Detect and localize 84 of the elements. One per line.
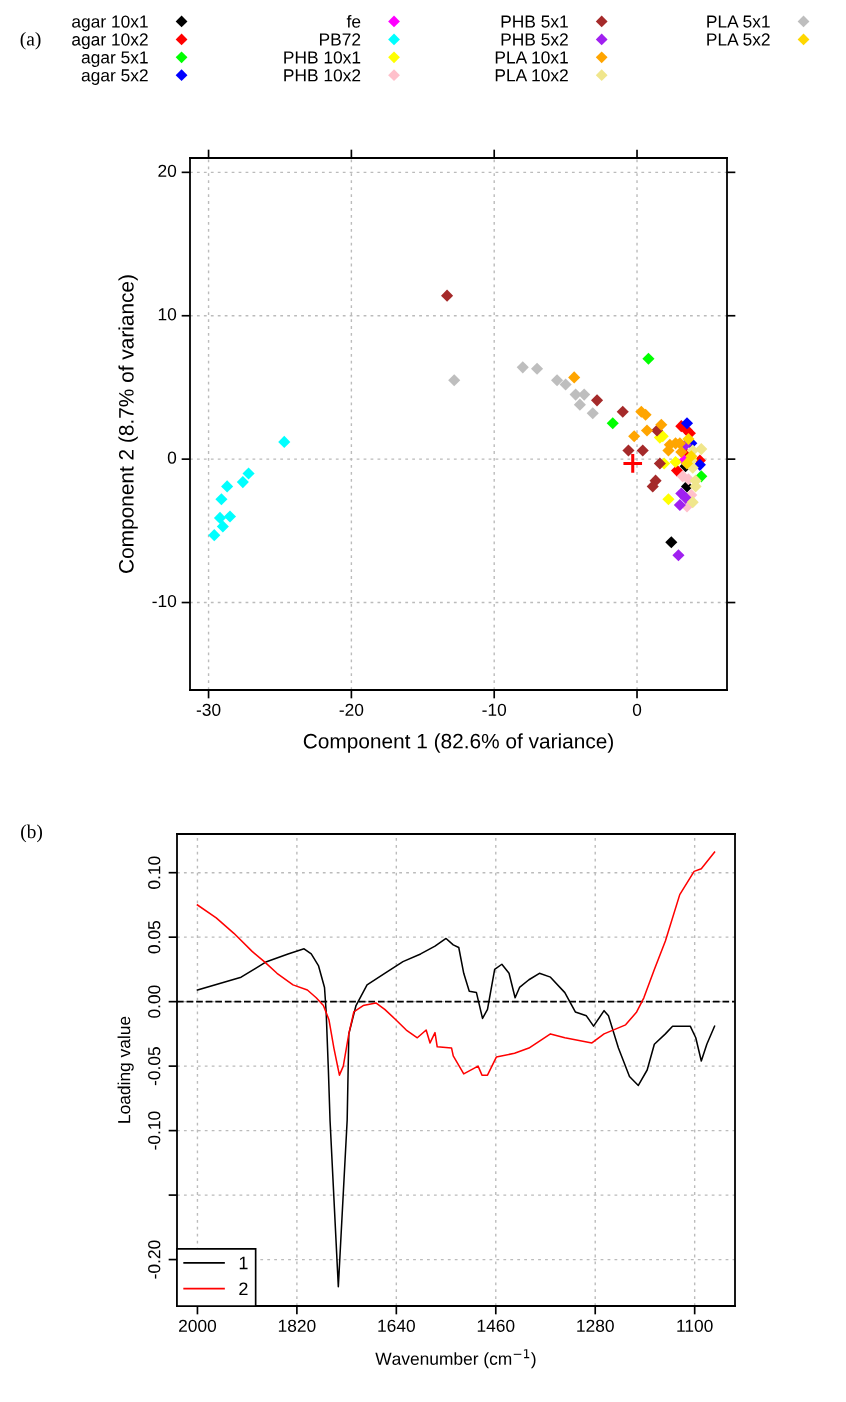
- legend-label: PHB 10x1: [284, 51, 361, 64]
- point: [640, 424, 654, 437]
- point: [586, 407, 599, 420]
- x-tick-label: 1100: [677, 1319, 713, 1332]
- point: [670, 464, 684, 477]
- point: [448, 374, 461, 387]
- y-axis-title: Component 2 (8.7% of variance): [118, 275, 138, 573]
- point: [653, 457, 666, 470]
- legend-label: 1: [239, 1256, 248, 1270]
- point: [516, 361, 529, 374]
- legend-label: agar 10x1: [72, 15, 148, 32]
- y-tick-label: -10: [152, 594, 177, 608]
- legend-label: PLA 5x1: [707, 15, 770, 28]
- point: [441, 289, 454, 302]
- point: [673, 498, 686, 512]
- y-tick-label: -0.05: [148, 1047, 161, 1086]
- legend-label: PB72: [319, 33, 361, 46]
- point: [695, 443, 708, 456]
- y-axis-title: Loading value: [117, 1016, 134, 1123]
- point: [665, 536, 678, 549]
- chart-title: (b): [21, 824, 43, 843]
- y-tick-label: -0.10: [148, 1111, 161, 1150]
- point: [550, 374, 564, 387]
- point: [236, 476, 249, 489]
- point: [682, 433, 695, 446]
- point: [606, 417, 619, 430]
- legend-label: PHB 10x2: [284, 69, 361, 82]
- x-axis-title: Wavenumber (cm$^{−1}$): [375, 1349, 536, 1369]
- point: [590, 394, 604, 407]
- text: (a): [20, 31, 41, 50]
- point: [636, 444, 649, 457]
- point: [655, 418, 668, 431]
- x-tick-label: -30: [196, 703, 221, 716]
- y-tick-label: 10: [158, 308, 177, 321]
- y-tick-label: 20: [158, 164, 177, 177]
- point: [675, 445, 688, 459]
- x-tick-label: -10: [482, 703, 507, 716]
- point: [223, 510, 237, 523]
- point: [662, 493, 675, 506]
- x-tick-label: 1820: [278, 1319, 316, 1332]
- x-axis-title: Component 1 (82.6% of variance): [303, 733, 613, 753]
- point: [208, 529, 221, 542]
- legend-label: PHB 5x2: [501, 33, 568, 46]
- legend-label: PLA 5x2: [707, 33, 770, 46]
- point: [616, 405, 629, 418]
- legend-label: PHB 5x1: [501, 15, 568, 28]
- point: [622, 444, 635, 457]
- legend-label: agar 5x1: [81, 51, 148, 67]
- legend-label: agar 5x2: [81, 69, 148, 85]
- y-tick-label: 0.05: [148, 921, 161, 954]
- point: [628, 430, 641, 443]
- point: [213, 511, 227, 524]
- point: [621, 452, 644, 475]
- x-tick-label: 0: [632, 703, 642, 716]
- legend-label: PLA 10x1: [495, 51, 568, 64]
- x-tick-label: 2000: [179, 1319, 217, 1332]
- x-tick-label: 1280: [577, 1319, 614, 1332]
- legend-label: 2: [239, 1282, 248, 1296]
- y-tick-label: 0: [167, 451, 177, 464]
- point: [215, 493, 228, 506]
- point: [242, 467, 255, 480]
- point: [669, 455, 682, 469]
- point: [686, 496, 699, 509]
- point: [568, 371, 581, 384]
- point: [559, 378, 572, 391]
- point: [531, 362, 544, 375]
- point: [216, 520, 229, 533]
- point: [680, 417, 694, 430]
- legend-label: fe: [346, 14, 361, 28]
- x-tick-label: -20: [339, 703, 364, 716]
- point: [221, 480, 234, 493]
- point: [679, 491, 692, 504]
- point: [642, 352, 655, 365]
- line-series: [196, 851, 716, 1076]
- point: [573, 398, 586, 411]
- y-tick-label: 0.00: [148, 985, 161, 1018]
- legend-label: agar 10x2: [72, 33, 148, 50]
- x-tick-label: 1640: [378, 1319, 415, 1332]
- y-tick-label: -0.20: [148, 1240, 161, 1279]
- point: [672, 549, 685, 562]
- legend-label: PLA 10x2: [495, 69, 568, 82]
- y-tick-label: 0.10: [148, 856, 161, 889]
- point: [278, 435, 291, 448]
- x-tick-label: 1460: [477, 1319, 515, 1332]
